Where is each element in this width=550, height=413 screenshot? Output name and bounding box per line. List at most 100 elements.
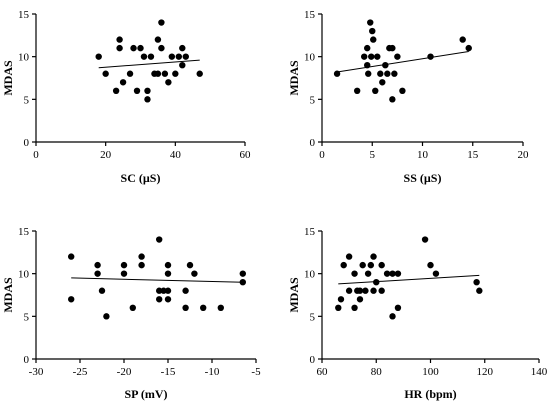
data-point (378, 287, 385, 294)
x-tick-label: 60 (240, 149, 252, 161)
y-tick-label: 15 (304, 226, 316, 238)
data-point (370, 287, 377, 294)
data-point (367, 19, 374, 26)
data-point (353, 87, 361, 95)
y-tick-label: 5 (24, 94, 30, 106)
x-tick-label: 140 (531, 366, 548, 378)
data-point (94, 261, 101, 269)
data-point (361, 53, 368, 60)
scatter-panel: 0 5 10 15 0 20 40 60 SC (µS) MDAS (1, 9, 251, 185)
data-point (138, 261, 145, 269)
data-point (120, 270, 128, 277)
regression-line (98, 59, 200, 69)
y-tick-label: 15 (18, 9, 30, 21)
data-point (421, 236, 429, 243)
data-point (351, 304, 358, 311)
x-tick-label: -15 (161, 366, 176, 378)
data-point (459, 36, 466, 43)
data-point (465, 44, 472, 52)
data-point (138, 253, 145, 260)
data-point (394, 304, 402, 311)
data-point (335, 304, 342, 311)
data-point (164, 261, 172, 269)
x-tick-label: -20 (117, 366, 132, 378)
data-point (389, 44, 396, 52)
data-point (356, 296, 364, 303)
x-axis-title: HR (bpm) (404, 387, 456, 401)
data-point (384, 70, 391, 77)
data-point (365, 70, 372, 77)
data-point (196, 70, 203, 77)
data-point (476, 287, 483, 294)
data-point (389, 313, 396, 320)
data-point (239, 270, 246, 277)
regression-line (338, 274, 480, 285)
data-point (362, 287, 369, 294)
data-point (182, 304, 189, 311)
data-point (120, 261, 128, 269)
data-point (102, 70, 109, 77)
data-point (368, 53, 375, 60)
y-tick-label: 0 (24, 354, 30, 366)
data-point (68, 253, 75, 260)
data-point (186, 261, 194, 269)
x-tick-label: -5 (251, 366, 261, 378)
x-axis-title: SC (µS) (121, 171, 161, 185)
data-point (378, 261, 385, 269)
data-point (377, 70, 384, 77)
data-point (340, 261, 347, 269)
data-point (172, 70, 179, 77)
data-point (179, 61, 186, 69)
data-point (191, 270, 198, 277)
regression-line (336, 51, 469, 73)
x-tick-label: 100 (422, 366, 439, 378)
data-point (356, 287, 364, 294)
y-tick-label: 5 (310, 311, 316, 323)
y-tick-label: 5 (24, 311, 30, 323)
data-point (374, 53, 381, 60)
x-tick-label: 60 (317, 366, 329, 378)
data-point (161, 70, 169, 77)
data-point (164, 287, 172, 294)
x-tick-label: -10 (205, 366, 220, 378)
data-point (164, 296, 172, 303)
y-tick-label: 15 (304, 9, 316, 21)
x-tick-label: -25 (73, 366, 88, 378)
y-axis-title: MDAS (287, 277, 301, 313)
y-tick-label: 10 (18, 52, 30, 64)
data-point (217, 304, 224, 311)
x-tick-label: 0 (319, 149, 325, 161)
data-point (160, 287, 167, 294)
data-point (140, 53, 148, 60)
scatter-panel: 0 5 10 15 60 80 100 120 140 HR (bpm) MDAS (287, 226, 548, 401)
data-point (200, 304, 207, 311)
x-tick-label: 80 (371, 366, 383, 378)
scatter-panel: 0 5 10 15 0 5 10 15 20 SS (µS) MDAS (287, 9, 529, 185)
y-axis-title: MDAS (1, 277, 15, 313)
y-tick-label: 5 (310, 94, 316, 106)
data-point (179, 44, 186, 52)
x-axis-title: SS (µS) (404, 171, 442, 185)
data-point (126, 70, 134, 77)
data-point (345, 253, 353, 260)
x-tick-label: 0 (33, 149, 39, 161)
data-point (182, 287, 189, 294)
data-point (165, 79, 172, 86)
data-point (119, 79, 127, 86)
x-tick-label: 20 (100, 149, 112, 161)
x-tick-label: 40 (170, 149, 182, 161)
x-tick-label: 120 (477, 366, 494, 378)
data-point (156, 287, 163, 294)
data-point (367, 261, 375, 269)
y-tick-label: 10 (18, 269, 30, 281)
regression-line (71, 277, 243, 283)
data-point (373, 279, 380, 286)
data-point (133, 87, 141, 95)
data-point (156, 296, 163, 303)
data-point (158, 44, 165, 52)
data-point (164, 270, 172, 277)
data-point (95, 53, 102, 60)
data-point (394, 270, 402, 277)
y-tick-label: 0 (310, 354, 316, 366)
data-point (158, 19, 165, 26)
